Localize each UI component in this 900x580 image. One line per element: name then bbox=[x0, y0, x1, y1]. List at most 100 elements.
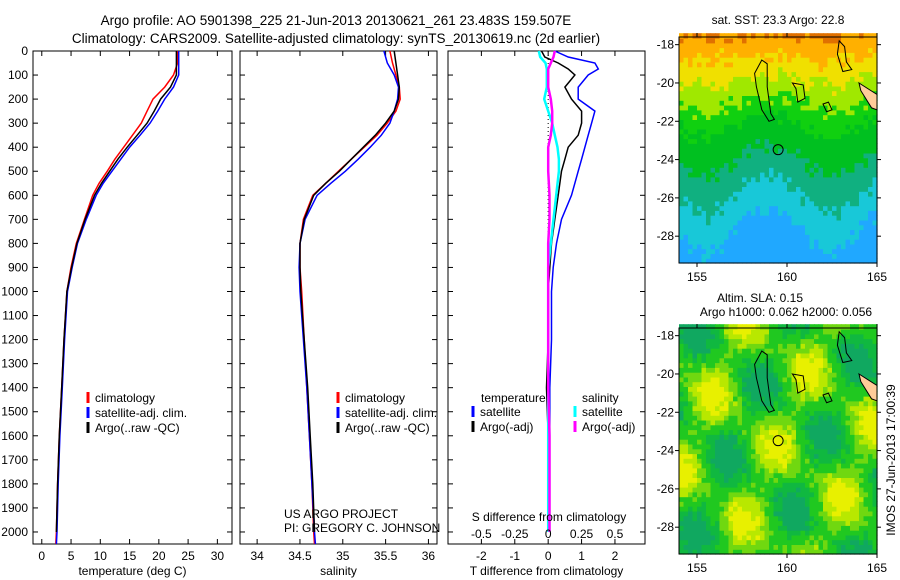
map-cell bbox=[809, 114, 815, 120]
map-cell bbox=[769, 376, 775, 383]
map-cell bbox=[841, 215, 847, 221]
map-cell bbox=[836, 229, 842, 235]
map-cell bbox=[724, 152, 730, 159]
map-cell bbox=[863, 162, 869, 168]
map-cell bbox=[715, 243, 721, 250]
map-cell bbox=[809, 448, 815, 455]
map-cell bbox=[773, 400, 779, 407]
map-cell bbox=[769, 458, 775, 464]
map-cell bbox=[710, 42, 716, 49]
map-cell bbox=[724, 109, 730, 116]
map-cell bbox=[692, 248, 698, 254]
map-cell bbox=[809, 71, 815, 77]
map-cell bbox=[854, 424, 860, 431]
map-cell bbox=[800, 329, 806, 335]
map-cell bbox=[836, 95, 842, 101]
map-cell bbox=[827, 352, 833, 359]
map-cell bbox=[710, 100, 716, 106]
map-cell bbox=[773, 372, 779, 378]
map-cell bbox=[827, 520, 833, 526]
map-cell bbox=[818, 429, 824, 435]
map-cell bbox=[715, 124, 721, 130]
map-cell bbox=[845, 372, 851, 378]
map-cell bbox=[679, 76, 685, 82]
map-cell bbox=[854, 253, 860, 259]
map-cell bbox=[782, 448, 788, 455]
map-cell bbox=[742, 333, 748, 340]
map-cell bbox=[746, 186, 752, 192]
map-cell bbox=[778, 396, 784, 402]
difference-panel: -2 -1 0 1 2T difference from climatologytemp… bbox=[447, 50, 646, 578]
map-cell bbox=[818, 472, 824, 478]
map-cell bbox=[818, 52, 824, 58]
map-cell bbox=[751, 496, 757, 502]
map-cell bbox=[832, 467, 838, 474]
map-cell bbox=[701, 119, 707, 125]
map-cell bbox=[863, 453, 869, 459]
map-cell bbox=[692, 539, 698, 545]
map-cell bbox=[719, 352, 725, 359]
map-cell bbox=[782, 472, 788, 478]
map-cell bbox=[724, 114, 730, 120]
map-cell bbox=[823, 472, 829, 478]
map-cell bbox=[859, 487, 865, 493]
map-cell bbox=[751, 148, 757, 154]
map-cell bbox=[818, 549, 824, 555]
map-cell bbox=[850, 525, 856, 531]
map-cell bbox=[715, 186, 721, 192]
map-cell bbox=[692, 66, 698, 73]
map-cell bbox=[805, 76, 811, 82]
map-cell bbox=[715, 152, 721, 159]
map-cell bbox=[845, 128, 851, 135]
map-cell bbox=[850, 453, 856, 459]
map-cell bbox=[710, 52, 716, 58]
map-cell bbox=[719, 463, 725, 469]
map-cell bbox=[850, 42, 856, 49]
map-cell bbox=[836, 128, 842, 135]
map-cell bbox=[697, 100, 703, 106]
map-cell bbox=[827, 119, 833, 125]
map-cell bbox=[809, 396, 815, 402]
map-cell bbox=[809, 100, 815, 106]
map-cell bbox=[823, 133, 829, 140]
map-cell bbox=[715, 415, 721, 421]
map-cell bbox=[764, 52, 770, 58]
map-cell bbox=[868, 520, 874, 526]
map-cell bbox=[746, 176, 752, 183]
map-cell bbox=[872, 329, 878, 335]
map-cell bbox=[791, 186, 797, 192]
map-cell bbox=[868, 157, 874, 164]
map-cell bbox=[854, 477, 860, 483]
map-cell bbox=[706, 239, 712, 245]
map-cell bbox=[778, 501, 784, 507]
map-cell bbox=[764, 419, 770, 426]
map-cell bbox=[805, 333, 811, 340]
map-cell bbox=[769, 162, 775, 168]
map-cell bbox=[850, 415, 856, 421]
map-cell bbox=[719, 410, 725, 416]
map-cell bbox=[746, 391, 752, 397]
map-cell bbox=[796, 415, 802, 421]
map-cell bbox=[742, 506, 748, 512]
y-tick-label: 1100 bbox=[2, 309, 28, 323]
map-cell bbox=[841, 81, 847, 87]
map-cell bbox=[755, 506, 761, 512]
map-cell bbox=[773, 487, 779, 493]
map-cell bbox=[683, 405, 689, 411]
map-cell bbox=[800, 243, 806, 250]
salinity-panel: 34 34.5 35 35.5 36salinityclimatologysatelli… bbox=[239, 50, 438, 578]
map-cell bbox=[715, 61, 721, 68]
map-cell bbox=[818, 210, 824, 216]
map-cell bbox=[827, 157, 833, 164]
map-cell bbox=[769, 47, 775, 53]
map-cell bbox=[787, 181, 793, 187]
map-cell bbox=[787, 119, 793, 125]
map-cell bbox=[733, 525, 739, 531]
map-cell bbox=[710, 105, 716, 111]
map-cell bbox=[733, 410, 739, 416]
map-cell bbox=[737, 506, 743, 512]
map-cell bbox=[814, 186, 820, 192]
map-cell bbox=[701, 71, 707, 77]
map-cell bbox=[854, 434, 860, 440]
map-cell bbox=[827, 429, 833, 435]
